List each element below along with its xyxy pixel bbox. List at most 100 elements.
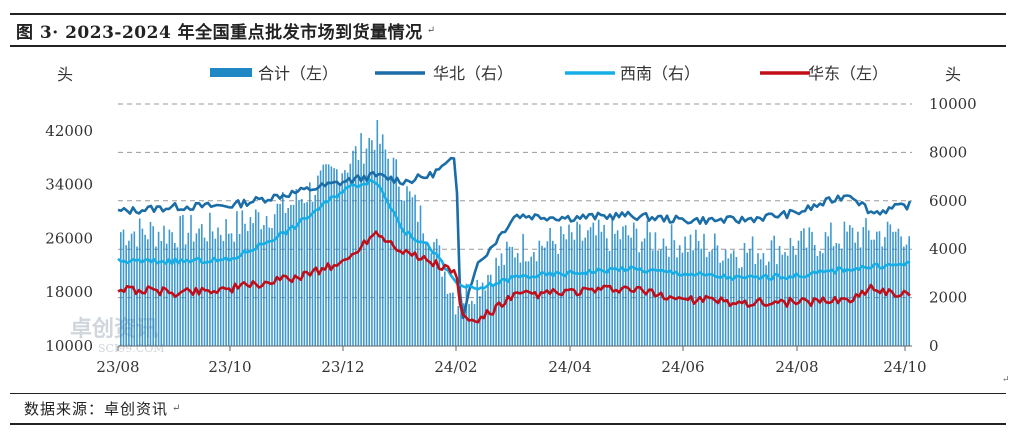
bar-total	[665, 246, 667, 346]
bar-total	[611, 219, 613, 346]
bar-total	[732, 250, 735, 346]
bar-total	[290, 204, 292, 346]
bar-total	[422, 233, 424, 346]
bar-total	[827, 236, 829, 346]
bar-total	[257, 212, 260, 346]
bar-total	[651, 250, 654, 346]
bar-total	[201, 224, 203, 346]
bar-total	[384, 149, 387, 346]
bar-total	[543, 247, 546, 346]
bar-total	[276, 203, 279, 346]
bar-total	[516, 253, 519, 346]
bar-total	[130, 233, 133, 346]
bar-total	[284, 213, 287, 346]
bar-total	[406, 186, 408, 346]
bar-total	[865, 218, 867, 346]
bar-total	[638, 252, 640, 346]
y-left-tick-label: 26000	[45, 229, 93, 247]
bar-total	[400, 200, 403, 346]
bar-total	[889, 224, 892, 346]
bar-total	[568, 224, 570, 346]
bar-total	[338, 185, 341, 346]
bar-total	[327, 164, 330, 346]
bar-total	[236, 211, 238, 346]
bar-total	[157, 231, 160, 346]
bar-total	[830, 222, 832, 346]
bar-total	[460, 308, 462, 346]
bar-total	[894, 231, 897, 346]
watermark-logo-text: 卓创资讯	[70, 316, 158, 342]
bar-total	[465, 283, 468, 346]
bar-total	[546, 241, 549, 346]
bar-total	[554, 244, 557, 346]
bar-total	[678, 245, 681, 346]
bar-total	[498, 265, 500, 346]
bar-total	[776, 264, 778, 346]
y-right-tick-label: 2000	[929, 289, 967, 307]
bar-total	[149, 221, 152, 346]
bar-total	[746, 252, 748, 346]
bar-total	[527, 261, 530, 346]
bar-total	[314, 195, 316, 346]
bar-total	[835, 243, 838, 346]
y-right-tick-label: 4000	[929, 240, 967, 258]
bar-total	[892, 231, 894, 346]
bar-total	[238, 234, 241, 346]
bar-total	[549, 228, 551, 346]
bar-total	[565, 239, 568, 346]
bar-total	[454, 314, 457, 346]
bar-total	[363, 163, 365, 346]
bar-total	[417, 221, 419, 346]
bar-total	[203, 237, 206, 346]
x-tick-label: 24/08	[775, 358, 818, 376]
bar-total	[878, 231, 881, 346]
bar-total	[581, 240, 584, 346]
y-left-unit: 头	[57, 65, 73, 84]
bar-total	[795, 254, 797, 346]
bar-total	[452, 292, 454, 346]
bar-total	[360, 133, 362, 346]
line-north	[117, 156, 912, 320]
legend-label: 华北（右）	[433, 64, 513, 83]
bar-total	[411, 197, 414, 346]
chart-legend: 合计（左） 华北（右） 西南（右） 华东（左）	[210, 64, 888, 83]
bar-total	[676, 257, 678, 346]
bar-total	[719, 262, 721, 346]
bar-total	[584, 237, 586, 346]
bar-total	[762, 253, 765, 346]
bar-total	[589, 227, 592, 346]
bar-total	[414, 194, 416, 346]
bar-total	[441, 276, 443, 346]
bar-total	[673, 240, 676, 346]
bar-total	[813, 245, 816, 346]
bar-total	[282, 192, 284, 346]
bar-total	[325, 164, 327, 346]
bar-total	[371, 140, 373, 346]
bar-total	[692, 250, 694, 346]
bar-total	[697, 241, 700, 346]
bar-total	[141, 228, 144, 346]
bar-total	[473, 304, 476, 346]
bar-total	[616, 230, 619, 346]
bar-total	[846, 231, 848, 346]
bar-total	[741, 267, 743, 346]
bar-total	[749, 249, 751, 346]
bar-total	[530, 256, 532, 346]
bar-total	[425, 242, 427, 346]
legend-label: 华东（左）	[808, 64, 888, 83]
bar-total	[641, 241, 643, 346]
y-left-tick-label: 34000	[45, 176, 93, 194]
bar-total	[198, 228, 200, 346]
bar-total	[743, 243, 746, 346]
bar-total	[379, 143, 381, 346]
bar-total	[446, 293, 449, 346]
bar-total	[900, 236, 902, 346]
bar-total	[438, 245, 441, 346]
bar-total	[857, 231, 859, 346]
bar-total	[255, 209, 257, 346]
paragraph-mark-icon: ↵	[426, 24, 436, 36]
bar-total	[300, 199, 303, 346]
y-left-tick-label: 18000	[45, 283, 93, 301]
